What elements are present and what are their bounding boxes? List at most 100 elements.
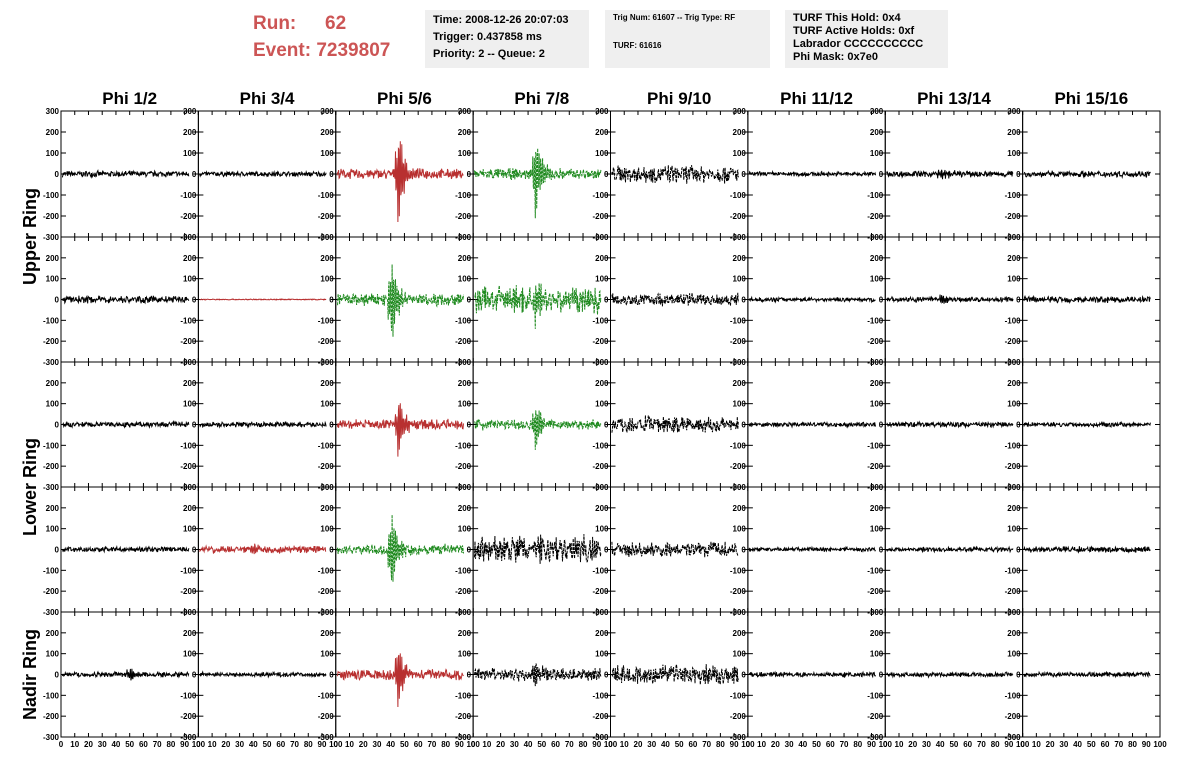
x-tick-label: 50 bbox=[400, 740, 409, 749]
waveform-trace bbox=[61, 544, 190, 554]
x-tick-label: 50 bbox=[125, 740, 134, 749]
y-tick-label: -100 bbox=[180, 566, 197, 575]
y-tick-label: 100 bbox=[183, 149, 197, 158]
x-tick-label: 10 bbox=[1032, 740, 1041, 749]
x-tick-label: 10 bbox=[208, 740, 217, 749]
x-tick-label: 40 bbox=[936, 740, 945, 749]
y-tick-label: -300 bbox=[43, 233, 60, 242]
x-tick-label: 80 bbox=[1128, 740, 1137, 749]
waveform-trace bbox=[199, 543, 327, 555]
y-tick-label: 0 bbox=[1016, 296, 1021, 305]
waveform-trace bbox=[337, 264, 464, 337]
y-tick-label: 100 bbox=[183, 400, 197, 409]
x-tick-label: 100 bbox=[1016, 740, 1030, 749]
y-tick-label: 200 bbox=[46, 629, 60, 638]
time-line: Time: 2008-12-26 20:07:03 bbox=[433, 14, 569, 26]
y-tick-label: 0 bbox=[467, 296, 472, 305]
y-tick-label: -100 bbox=[43, 191, 60, 200]
y-tick-label: 200 bbox=[870, 629, 884, 638]
y-tick-label: -300 bbox=[1005, 733, 1022, 742]
y-tick-label: -200 bbox=[43, 712, 60, 721]
y-tick-label: -200 bbox=[455, 337, 472, 346]
y-tick-label: -200 bbox=[318, 212, 335, 221]
x-tick-label: 90 bbox=[318, 740, 327, 749]
y-tick-label: 0 bbox=[192, 546, 197, 555]
x-tick-label: 70 bbox=[290, 740, 299, 749]
event-value: 7239807 bbox=[316, 40, 391, 61]
y-tick-label: -100 bbox=[180, 691, 197, 700]
y-tick-label: -200 bbox=[180, 587, 197, 596]
column-title: Phi 5/6 bbox=[377, 89, 432, 108]
y-tick-label: -100 bbox=[592, 316, 609, 325]
y-tick-label: -300 bbox=[592, 733, 609, 742]
waveform-trace bbox=[61, 169, 190, 179]
y-tick-label: 200 bbox=[458, 379, 472, 388]
x-tick-label: 20 bbox=[359, 740, 368, 749]
y-tick-label: 0 bbox=[604, 671, 609, 680]
y-tick-label: -100 bbox=[455, 441, 472, 450]
y-tick-label: -200 bbox=[592, 462, 609, 471]
ring-title: Nadir Ring bbox=[20, 629, 40, 720]
waveform-trace bbox=[1023, 545, 1151, 554]
y-tick-label: -200 bbox=[1005, 212, 1022, 221]
y-tick-label: 100 bbox=[870, 400, 884, 409]
x-tick-label: 40 bbox=[798, 740, 807, 749]
y-tick-label: 100 bbox=[458, 149, 472, 158]
y-tick-label: 0 bbox=[192, 421, 197, 430]
x-tick-label: 60 bbox=[414, 740, 423, 749]
waveform-trace bbox=[611, 664, 739, 686]
y-tick-label: 100 bbox=[320, 149, 334, 158]
column-title: Phi 13/14 bbox=[917, 89, 991, 108]
x-tick-label: 60 bbox=[963, 740, 972, 749]
y-tick-label: 300 bbox=[458, 107, 472, 116]
y-tick-label: 200 bbox=[1007, 128, 1021, 137]
y-tick-label: 0 bbox=[1016, 671, 1021, 680]
y-tick-label: -100 bbox=[1005, 441, 1022, 450]
y-tick-label: 0 bbox=[467, 421, 472, 430]
y-tick-label: -200 bbox=[592, 337, 609, 346]
x-tick-label: 50 bbox=[263, 740, 272, 749]
x-tick-label: 100 bbox=[879, 740, 893, 749]
x-tick-label: 10 bbox=[620, 740, 629, 749]
waveform-trace bbox=[474, 283, 602, 329]
y-tick-label: 200 bbox=[870, 254, 884, 263]
y-tick-label: -200 bbox=[592, 712, 609, 721]
x-tick-label: 40 bbox=[386, 740, 395, 749]
x-tick-label: 80 bbox=[579, 740, 588, 749]
trigger-line: Trigger: 0.437858 ms bbox=[433, 31, 542, 43]
y-tick-label: 0 bbox=[741, 671, 746, 680]
column-title: Phi 3/4 bbox=[240, 89, 295, 108]
y-tick-label: -200 bbox=[318, 712, 335, 721]
y-tick-label: -100 bbox=[730, 316, 747, 325]
y-tick-label: -200 bbox=[730, 212, 747, 221]
y-tick-label: 100 bbox=[595, 650, 609, 659]
y-tick-label: 0 bbox=[329, 170, 334, 179]
x-tick-label: 20 bbox=[496, 740, 505, 749]
y-tick-label: -200 bbox=[180, 212, 197, 221]
y-tick-label: 100 bbox=[183, 525, 197, 534]
y-tick-label: -100 bbox=[318, 191, 335, 200]
y-tick-label: 200 bbox=[733, 629, 747, 638]
y-tick-label: 100 bbox=[1007, 275, 1021, 284]
y-tick-label: 100 bbox=[595, 400, 609, 409]
x-tick-label: 40 bbox=[1073, 740, 1082, 749]
y-tick-label: 100 bbox=[46, 525, 60, 534]
waveform-trace bbox=[199, 298, 327, 302]
y-tick-label: -200 bbox=[730, 462, 747, 471]
x-tick-label: 60 bbox=[139, 740, 148, 749]
y-tick-label: 0 bbox=[741, 421, 746, 430]
x-tick-label: 40 bbox=[661, 740, 670, 749]
y-tick-label: 200 bbox=[183, 379, 197, 388]
y-tick-label: 200 bbox=[733, 504, 747, 513]
y-tick-label: 200 bbox=[46, 379, 60, 388]
y-tick-label: 0 bbox=[55, 546, 60, 555]
y-tick-label: 200 bbox=[320, 128, 334, 137]
x-tick-label: 90 bbox=[1004, 740, 1013, 749]
waveform-trace bbox=[199, 170, 327, 178]
waveform-trace bbox=[336, 514, 464, 582]
x-tick-label: 60 bbox=[826, 740, 835, 749]
x-tick-label: 30 bbox=[647, 740, 656, 749]
y-tick-label: 200 bbox=[458, 504, 472, 513]
y-tick-label: 300 bbox=[733, 107, 747, 116]
